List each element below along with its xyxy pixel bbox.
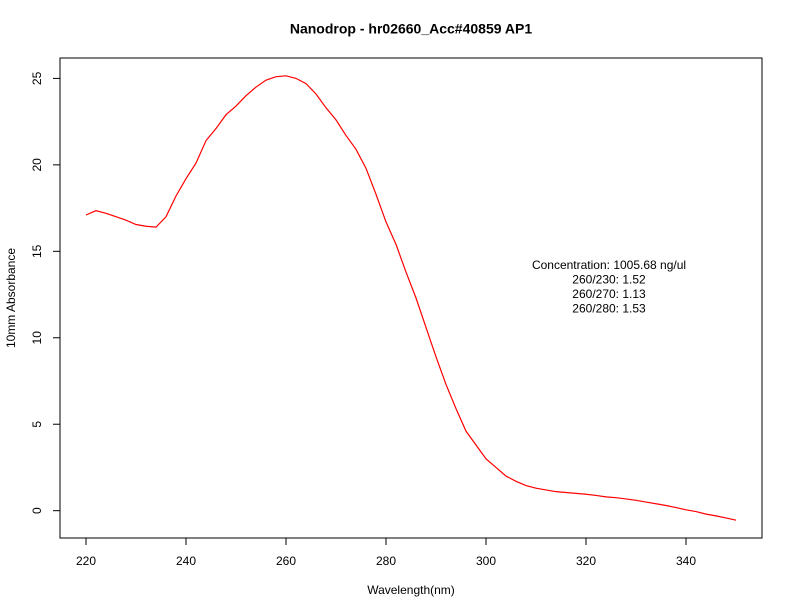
x-tick-label: 240	[176, 554, 196, 568]
x-tick-label: 220	[76, 554, 96, 568]
y-axis-label: 10mm Absorbance	[4, 248, 18, 348]
x-tick-label: 340	[676, 554, 696, 568]
plot-box	[59, 57, 763, 539]
x-tick-label: 280	[376, 554, 396, 568]
annotation: Concentration: 1005.68 ng/ul	[532, 258, 686, 272]
x-axis-label: Wavelength(nm)	[367, 583, 455, 597]
y-tick-label: 20	[30, 158, 44, 172]
y-tick-label: 25	[30, 71, 44, 85]
annotation: 260/230: 1.52	[572, 273, 646, 287]
line	[85, 75, 737, 521]
annotation: 260/280: 1.53	[572, 302, 646, 316]
y-tick-label: 15	[30, 244, 44, 258]
y-tick-label: 0	[30, 507, 44, 514]
annotation: 260/270: 1.13	[572, 287, 646, 301]
x-tick-label: 320	[576, 554, 596, 568]
x-tick-label: 260	[276, 554, 296, 568]
chart-title: Nanodrop - hr02660_Acc#40859 AP1	[290, 21, 532, 37]
y-tick-label: 5	[30, 421, 44, 428]
x-tick-label: 300	[476, 554, 496, 568]
y-tick-label: 10	[30, 331, 44, 345]
